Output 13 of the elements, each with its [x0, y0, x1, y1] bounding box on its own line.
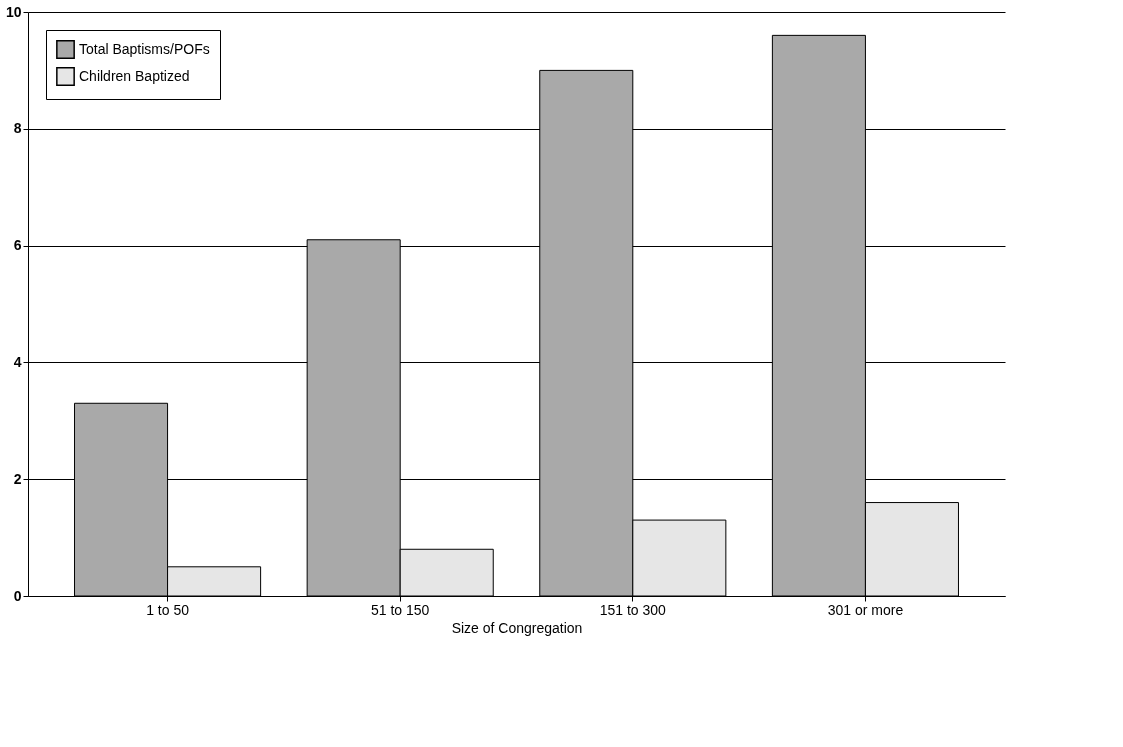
x-axis-title: Size of Congregation: [451, 619, 583, 636]
legend-label: Total Baptisms/POFs: [79, 40, 210, 57]
legend-label: Children Baptized: [79, 67, 190, 84]
x-tick-label: 151 to 300: [599, 601, 667, 618]
x-tick-label: 1 to 50: [146, 601, 190, 618]
y-tick-label: 8: [13, 120, 22, 137]
x-tick-label: 301 or more: [827, 601, 904, 618]
y-tick-label: 0: [13, 587, 22, 604]
y-tick-label: 10: [5, 3, 22, 20]
y-tick-label: 6: [13, 237, 22, 254]
x-tick-label: 51 to 150: [371, 601, 430, 618]
y-tick-label: 4: [13, 353, 22, 370]
y-tick-label: 2: [13, 470, 22, 487]
